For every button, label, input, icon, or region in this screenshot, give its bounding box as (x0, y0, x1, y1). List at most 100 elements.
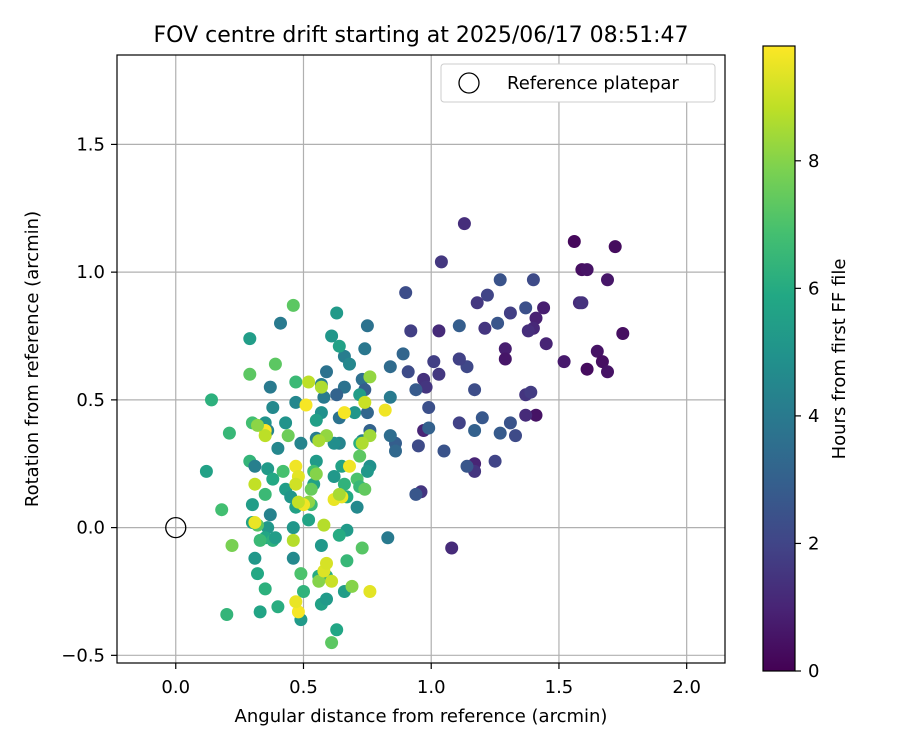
data-point (595, 355, 609, 369)
data-point (452, 416, 466, 430)
data-point (325, 574, 339, 588)
data-point (294, 567, 308, 581)
legend-label: Reference platepar (507, 73, 679, 94)
y-axis-label: Rotation from reference (arcmin) (22, 211, 43, 507)
data-point (521, 324, 535, 338)
x-tick-label: 0.5 (289, 677, 318, 698)
data-point (258, 582, 272, 596)
colorbar-tick-label: 8 (808, 151, 819, 172)
data-point (220, 608, 234, 621)
data-point (478, 321, 492, 335)
data-point (411, 439, 425, 453)
colorbar-gradient (763, 46, 795, 671)
data-point (616, 327, 630, 340)
data-point (261, 521, 275, 535)
data-point (289, 477, 303, 491)
data-point (468, 424, 482, 437)
data-point (289, 375, 303, 389)
data-point (289, 595, 303, 609)
data-point (281, 429, 295, 443)
data-point (360, 319, 374, 333)
data-point (567, 235, 581, 248)
data-point (248, 551, 262, 565)
legend-box (440, 63, 716, 103)
data-point (409, 487, 423, 501)
data-point (314, 380, 328, 394)
x-axis-ticks: 0.0 0.5 1.0 1.5 2.0 (161, 663, 701, 698)
data-point (526, 273, 540, 287)
data-point (215, 503, 229, 517)
y-tick-label: 0.0 (76, 518, 105, 539)
data-point (205, 393, 218, 407)
data-point (320, 592, 333, 606)
data-point (325, 329, 339, 343)
colorbar-label: Hours from first FF file (829, 259, 850, 460)
reference-marker-layer (165, 516, 187, 539)
data-point (332, 339, 346, 353)
data-point (381, 531, 395, 545)
data-point (427, 355, 441, 369)
data-point (493, 273, 507, 287)
data-point (325, 636, 339, 650)
data-point (258, 429, 272, 443)
data-point (432, 324, 446, 338)
data-point (274, 316, 287, 330)
data-point (457, 217, 471, 231)
data-point (258, 487, 272, 501)
data-point (399, 286, 413, 300)
y-axis-ticks: −0.5 0.0 0.5 1.0 1.5 (61, 134, 117, 666)
data-point (286, 521, 300, 535)
data-point (493, 426, 507, 440)
data-point (243, 332, 257, 346)
data-point (327, 470, 341, 483)
data-point (266, 401, 280, 414)
legend: Reference platepar (440, 63, 716, 103)
data-point (498, 352, 512, 366)
colorbar-tick-label: 4 (808, 406, 819, 427)
data-point (503, 416, 517, 430)
data-point (353, 449, 367, 463)
data-point (289, 395, 303, 409)
data-point (317, 390, 331, 404)
data-point (332, 487, 346, 501)
data-point (330, 306, 344, 320)
data-point (480, 288, 494, 302)
data-point (389, 444, 402, 458)
data-point (358, 395, 372, 409)
data-point (529, 311, 543, 325)
data-point (529, 408, 543, 422)
data-point (302, 513, 316, 527)
data-point (383, 390, 397, 404)
data-point (243, 367, 257, 381)
data-point (343, 357, 356, 371)
data-point (248, 477, 262, 491)
data-point (475, 411, 489, 425)
data-point (317, 518, 331, 532)
colorbar-tick-label: 6 (808, 278, 819, 299)
data-point (253, 533, 267, 547)
data-point (286, 533, 300, 547)
data-point (314, 539, 328, 552)
data-point (557, 355, 571, 369)
data-point (580, 362, 594, 376)
data-point (360, 464, 374, 478)
data-point (524, 385, 538, 399)
data-point (245, 498, 259, 512)
reference-marker (165, 516, 187, 539)
data-point (383, 429, 397, 443)
data-point (302, 375, 316, 389)
grid-lines (117, 55, 725, 663)
data-point (470, 296, 484, 310)
data-point (251, 418, 264, 432)
data-point (286, 551, 300, 565)
data-point (445, 541, 459, 555)
data-point (363, 370, 377, 384)
data-point (312, 434, 326, 448)
data-point (222, 426, 236, 440)
y-tick-label: −0.5 (61, 645, 105, 666)
data-point (601, 273, 614, 287)
data-points (199, 217, 630, 650)
data-point (271, 441, 285, 455)
data-point (355, 436, 369, 450)
data-point (422, 421, 436, 435)
